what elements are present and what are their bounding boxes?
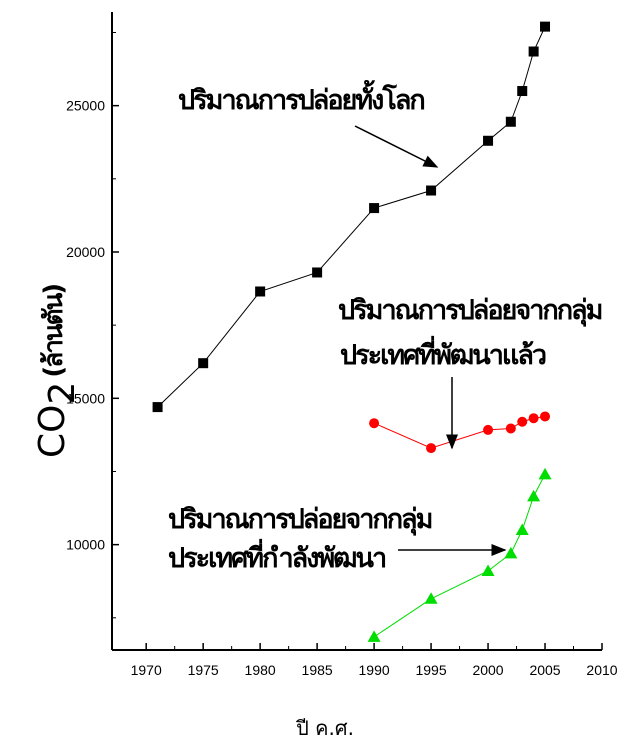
x-tick-label: 2000 (472, 662, 503, 678)
series-1 (369, 411, 551, 454)
data-point (426, 185, 437, 196)
data-point (540, 411, 551, 422)
y-axis-label-main: CO (32, 405, 73, 458)
x-tick-label: 1970 (131, 662, 162, 678)
data-point (515, 523, 529, 536)
annotation-world-line-1: ปริมาณการปล่อยทั้งโลก (178, 79, 424, 116)
data-point (198, 358, 209, 369)
y-tick-label: 20000 (66, 244, 105, 260)
y-tick-label: 25000 (66, 98, 105, 114)
data-point (527, 489, 541, 502)
series-line (373, 474, 546, 638)
data-point (538, 467, 552, 480)
annotation-developed-line-1: ปริมาณการปล่อยจากกลุ่ม (338, 295, 602, 327)
data-point (367, 630, 381, 642)
data-point (528, 46, 539, 57)
annotation-developed-line-2: ประเทศที่พัฒนาแล้ว (340, 335, 546, 371)
data-point (312, 267, 323, 278)
tick-labels: 1970 1975 1980 1985 1990 1995 2000 2005 2010 1000… (66, 98, 617, 678)
data-point (369, 203, 380, 214)
x-tick-label: 2010 (586, 662, 617, 678)
x-tick-label: 1975 (188, 662, 219, 678)
y-tick-label: 15000 (66, 390, 105, 406)
data-point (369, 418, 380, 429)
data-point (483, 424, 494, 435)
data-point (152, 402, 163, 413)
series-2 (367, 467, 552, 642)
y-tick-label: 10000 (66, 537, 105, 553)
data-point (504, 546, 518, 559)
data-point (517, 86, 528, 97)
series-0 (152, 21, 551, 413)
x-tick-label: 1985 (302, 662, 333, 678)
data-point (540, 21, 551, 32)
annotation-developed: ปริมาณการปล่อยจากกลุ่ม ประเทศที่พัฒนาแล้… (338, 295, 604, 450)
annotation-developing: ปริมาณการปล่อยจากกลุ่ม ประเทศที่กำลังพัฒ… (168, 504, 507, 574)
data-point (505, 423, 516, 434)
data-point (528, 413, 539, 424)
data-point (483, 135, 494, 146)
data-point (517, 416, 528, 427)
tick-marks (112, 31, 603, 650)
x-axis-label: ปี ค.ศ. (296, 716, 354, 740)
x-tick-label: 1980 (245, 662, 276, 678)
svg-text:CO2(ล้านตัน): CO2 (ล้านตัน) (32, 285, 83, 458)
data-point (426, 443, 437, 454)
annotation-developing-line-1: ปริมาณการปล่อยจากกลุ่ม (168, 504, 432, 536)
axes (111, 12, 602, 651)
annotation-world-arrow (354, 125, 439, 168)
x-tick-label: 2005 (529, 662, 560, 678)
data-point (505, 116, 516, 127)
series-layer (152, 21, 552, 642)
x-tick-label: 1995 (415, 662, 446, 678)
y-axis-label-subscript: 2 (42, 382, 83, 405)
x-tick-label: 1990 (359, 662, 390, 678)
data-point (424, 592, 438, 604)
y-axis-label: CO2 (ล้านตัน) (32, 285, 83, 458)
data-point (255, 286, 266, 297)
annotation-world: ปริมาณการปล่อยทั้งโลก (178, 79, 439, 168)
data-point (481, 564, 495, 576)
annotation-developing-line-2: ประเทศที่กำลังพัฒนา (168, 538, 386, 574)
y-axis-label-unit: (ล้านตัน) (39, 285, 69, 378)
